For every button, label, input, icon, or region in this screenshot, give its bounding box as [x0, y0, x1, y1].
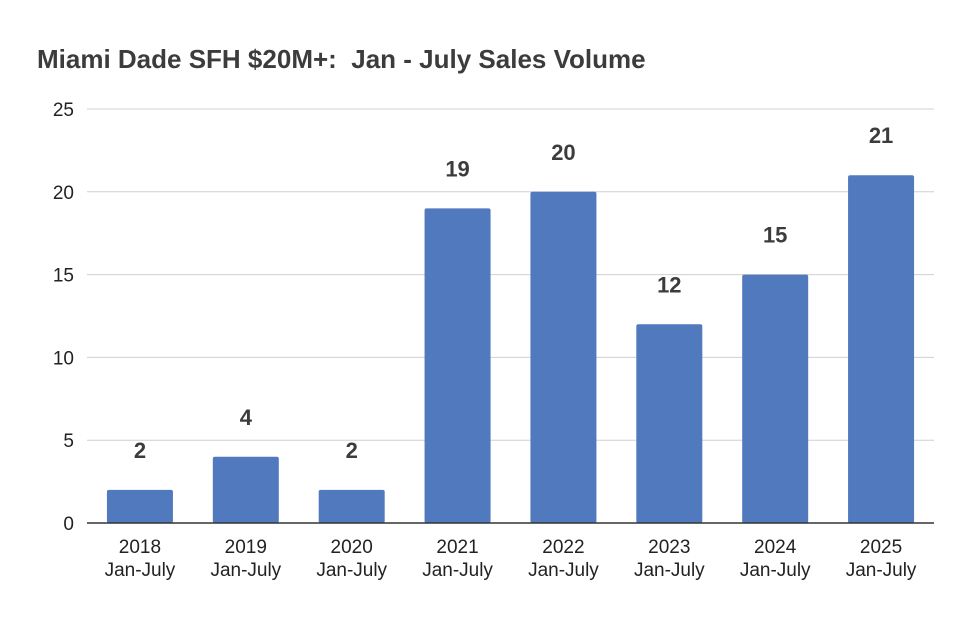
y-tick-label: 10 — [53, 348, 74, 369]
x-tick-period: Jan-July — [316, 560, 387, 581]
x-tick-period: Jan-July — [105, 560, 176, 581]
x-tick-year: 2025 — [860, 537, 902, 558]
data-label: 15 — [763, 223, 787, 248]
bar — [424, 208, 491, 524]
data-label: 4 — [240, 405, 253, 430]
chart-title: Miami Dade SFH $20M+: Jan - July Sales V… — [37, 44, 646, 74]
bar — [212, 456, 279, 523]
x-tick-year: 2021 — [436, 537, 478, 558]
y-tick-label: 25 — [53, 100, 74, 121]
data-label: 2 — [346, 438, 358, 463]
y-tick-label: 15 — [53, 266, 74, 287]
bar — [106, 489, 173, 523]
data-label: 21 — [869, 123, 893, 148]
y-tick-label: 20 — [53, 183, 74, 204]
bar — [530, 191, 597, 524]
bars — [106, 175, 915, 524]
data-label: 2 — [134, 438, 146, 463]
x-tick-period: Jan-July — [846, 560, 917, 581]
y-tick-label: 0 — [63, 514, 74, 535]
x-tick-year: 2022 — [542, 537, 584, 558]
x-tick-period: Jan-July — [528, 560, 599, 581]
y-axis-ticks: 0 5 10 15 20 25 — [53, 100, 74, 535]
x-axis-ticks: 2018Jan-July2019Jan-July2020Jan-July2021… — [105, 537, 917, 581]
bar — [636, 324, 703, 523]
x-tick-year: 2020 — [331, 537, 373, 558]
data-labels: 2 4 2 19 20 12 15 21 — [134, 123, 893, 463]
data-label: 20 — [551, 140, 575, 165]
x-tick-period: Jan-July — [634, 560, 705, 581]
x-tick-period: Jan-July — [740, 560, 811, 581]
x-tick-year: 2023 — [648, 537, 690, 558]
bar — [848, 175, 915, 524]
data-label: 12 — [657, 272, 681, 297]
y-tick-label: 5 — [63, 431, 74, 452]
data-label: 19 — [445, 156, 469, 181]
x-tick-year: 2019 — [225, 537, 267, 558]
bar — [318, 489, 385, 523]
x-tick-year: 2018 — [119, 537, 161, 558]
bar — [742, 274, 809, 523]
x-tick-period: Jan-July — [422, 560, 493, 581]
x-tick-year: 2024 — [754, 537, 797, 558]
x-tick-period: Jan-July — [210, 560, 281, 581]
